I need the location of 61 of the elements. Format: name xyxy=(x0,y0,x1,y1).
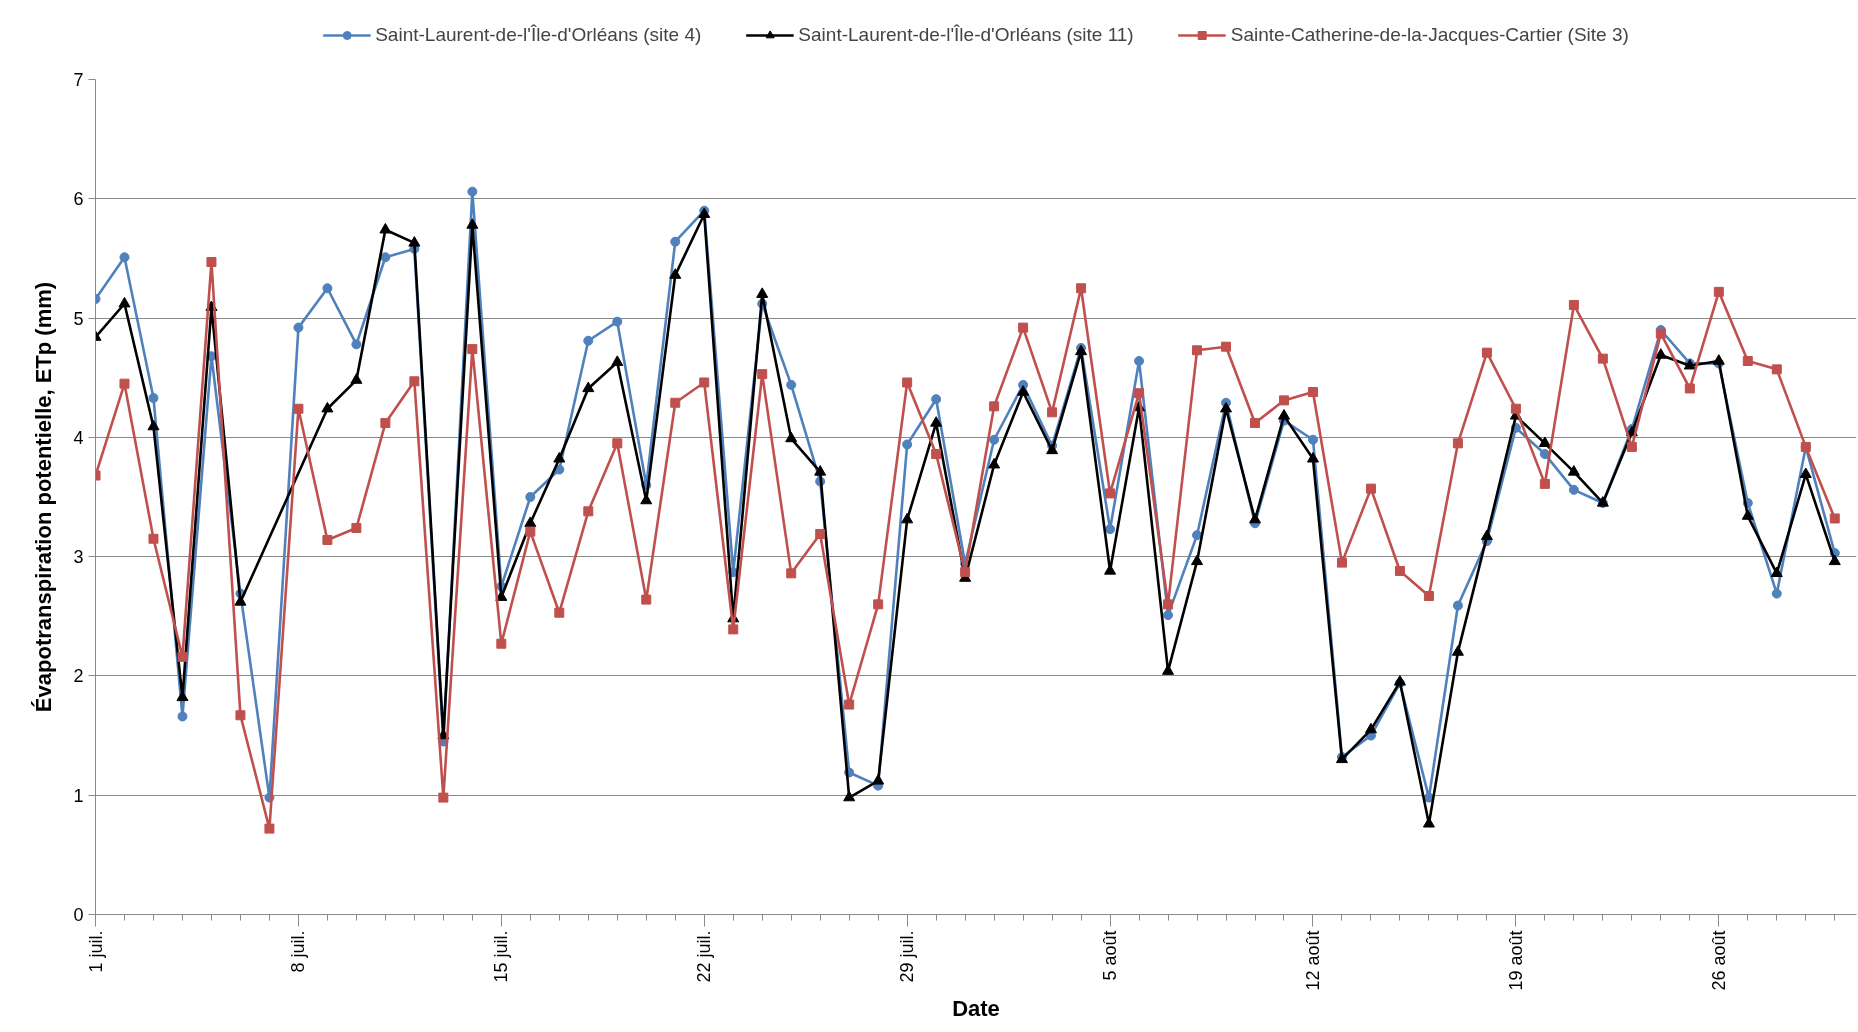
y-tick-label: 3 xyxy=(73,547,84,568)
x-tick-label: 15 juil. xyxy=(491,930,512,983)
x-axis-title: Date xyxy=(952,995,1000,1021)
point xyxy=(1770,566,1783,578)
point xyxy=(1046,443,1059,455)
point xyxy=(872,774,885,785)
x-tick-label: 1 juil. xyxy=(85,930,106,973)
point xyxy=(553,451,566,463)
y-axis-title: Évapotranspiration potentielle, ETp (mm) xyxy=(31,281,57,713)
x-tick-label: 22 juil. xyxy=(694,930,715,983)
y-tick-label: 0 xyxy=(73,905,84,925)
point xyxy=(756,287,769,298)
point xyxy=(901,512,914,524)
point xyxy=(1799,467,1812,479)
y-tick-label: 7 xyxy=(73,70,84,90)
point xyxy=(321,401,334,413)
point xyxy=(1277,409,1290,420)
x-tick-label: 5 août xyxy=(1100,930,1121,981)
point xyxy=(988,457,1001,469)
point xyxy=(1191,554,1204,566)
y-tick-label: 5 xyxy=(73,308,84,329)
x-tick-label: 19 août xyxy=(1505,930,1526,991)
point xyxy=(930,416,943,427)
point xyxy=(1567,465,1580,476)
point xyxy=(1220,401,1233,413)
point xyxy=(1017,385,1030,396)
x-tick-label: 26 août xyxy=(1708,930,1729,991)
legend-label: Saint-Laurent-de-l'Île-d'Orléans (site 11) xyxy=(798,24,1134,46)
point xyxy=(1538,436,1551,447)
x-tick-label: 12 août xyxy=(1302,930,1323,991)
y-tick-label: 1 xyxy=(73,785,84,806)
point xyxy=(1741,509,1754,520)
point xyxy=(1451,645,1464,656)
point xyxy=(582,381,595,393)
y-tick-label: 4 xyxy=(73,427,84,448)
legend-label: Saint-Laurent-de-l'Île-d'Orléans (site 4) xyxy=(375,24,702,46)
point xyxy=(379,222,392,234)
x-tick-label: 8 juil. xyxy=(288,930,309,973)
point xyxy=(814,465,827,476)
point xyxy=(1249,512,1262,524)
point xyxy=(408,236,421,247)
point xyxy=(524,516,537,527)
point xyxy=(147,419,160,431)
point xyxy=(1480,529,1493,541)
point xyxy=(843,790,856,802)
point xyxy=(611,355,624,366)
point xyxy=(234,595,247,606)
point xyxy=(785,431,798,443)
legend-label: Sainte-Catherine-de-la-Jacques-Cartier (Site 3) xyxy=(1230,24,1629,46)
point xyxy=(350,373,363,384)
point xyxy=(669,268,682,279)
x-tick-label: 29 juil. xyxy=(897,930,918,983)
y-tick-label: 2 xyxy=(73,666,84,687)
point xyxy=(1364,722,1377,734)
point xyxy=(466,218,479,229)
point xyxy=(118,296,131,308)
point xyxy=(1306,451,1319,463)
point xyxy=(1828,554,1841,566)
y-tick-label: 6 xyxy=(73,189,84,210)
point xyxy=(1712,354,1725,365)
point xyxy=(1654,348,1667,359)
